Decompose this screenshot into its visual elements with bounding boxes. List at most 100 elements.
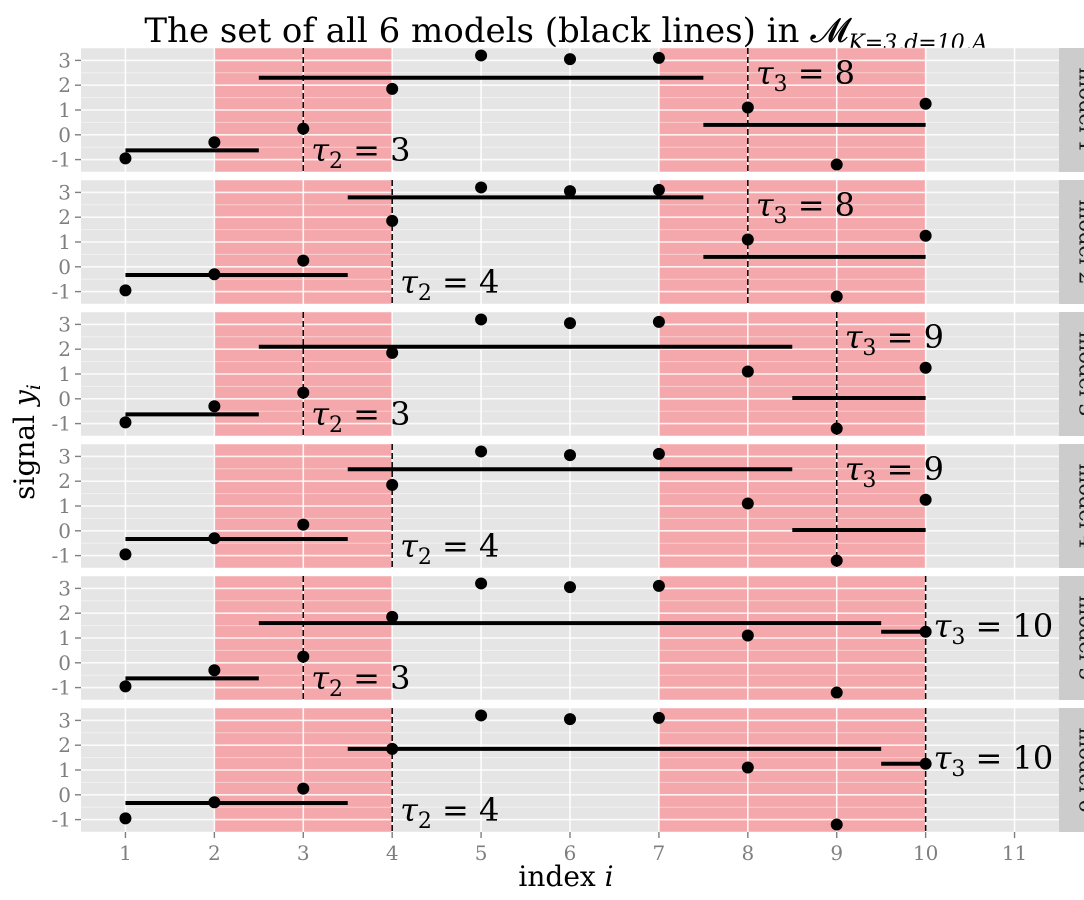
x-tick-label: 10 — [913, 841, 938, 865]
x-tick-label: 11 — [1002, 841, 1027, 865]
data-point — [830, 422, 843, 435]
facet-strip-label: model 4 — [1075, 463, 1084, 548]
tau3-annotation: τ3 = 10 — [934, 739, 1054, 782]
data-point — [208, 532, 221, 545]
y-tick-label: -1 — [52, 148, 71, 172]
gridlines — [81, 179, 1059, 305]
facet-strip — [1059, 444, 1084, 568]
y-tick-label: 2 — [58, 337, 71, 361]
data-point — [564, 185, 576, 198]
tau3-annotation: τ3 = 9 — [845, 318, 944, 361]
data-point — [297, 386, 310, 399]
facet-strip — [1059, 180, 1084, 304]
y-tick-label: 0 — [58, 255, 71, 279]
tau2-annotation: τ2 = 4 — [400, 527, 499, 570]
y-tick-label: 2 — [58, 733, 71, 757]
tau2-annotation: τ2 = 4 — [400, 263, 499, 306]
y-tick-label: 3 — [58, 444, 71, 468]
x-axis: 1 2 3 4 5 6 7 8 9 10 11 — [119, 832, 1027, 865]
x-tick-label: 8 — [741, 841, 754, 865]
data-point — [564, 449, 576, 462]
data-point — [475, 313, 488, 326]
facet-strip-label: model 2 — [1075, 199, 1084, 284]
x-tick-label: 6 — [564, 841, 577, 865]
facet-strip — [1059, 312, 1084, 436]
data-point — [564, 713, 576, 726]
data-point — [119, 416, 132, 429]
y-tick-label: -1 — [52, 280, 71, 304]
y-tick-label: 1 — [58, 758, 71, 782]
data-point — [652, 315, 665, 328]
data-point — [919, 97, 932, 110]
y-tick-label: -1 — [52, 676, 71, 700]
facet-strip — [1059, 576, 1084, 700]
data-point — [919, 361, 932, 374]
facet-strip — [1059, 48, 1084, 172]
data-point — [652, 447, 665, 460]
x-tick-label: 4 — [386, 841, 399, 865]
data-point — [297, 518, 310, 531]
y-tick-label: 3 — [58, 708, 71, 732]
tau3-annotation: τ3 = 8 — [756, 186, 855, 229]
tau2-annotation: τ2 = 4 — [400, 791, 499, 834]
y-tick-label: 3 — [58, 48, 71, 72]
data-point — [652, 183, 665, 196]
data-point — [386, 742, 399, 755]
data-point — [297, 650, 310, 663]
tau2-annotation: τ2 = 3 — [311, 131, 410, 174]
x-tick-label: 2 — [208, 841, 221, 865]
x-tick-label: 5 — [475, 841, 488, 865]
y-tick-label: 3 — [58, 180, 71, 204]
data-point — [741, 629, 754, 642]
x-tick-label: 3 — [297, 841, 310, 865]
data-point — [208, 664, 221, 677]
facet-strip-label: model 1 — [1075, 67, 1084, 152]
data-point — [119, 812, 132, 825]
y-tick-label: 3 — [58, 576, 71, 600]
data-point — [297, 254, 310, 267]
data-point — [564, 53, 576, 66]
data-point — [741, 101, 754, 114]
data-point — [652, 579, 665, 592]
facet-strip-label: model 6 — [1075, 727, 1084, 812]
tau3-annotation: τ3 = 9 — [845, 450, 944, 493]
tau3-annotation: τ3 = 8 — [756, 54, 855, 97]
data-point — [386, 346, 399, 359]
data-point — [830, 290, 843, 303]
gridlines — [81, 443, 1059, 569]
y-tick-label: 1 — [58, 98, 71, 122]
data-point — [564, 581, 576, 594]
data-point — [830, 686, 843, 699]
data-point — [741, 365, 754, 378]
data-point — [475, 577, 488, 590]
data-point — [652, 711, 665, 724]
data-point — [475, 709, 488, 722]
y-tick-label: -1 — [52, 808, 71, 832]
facet-strip-label: model 3 — [1075, 331, 1084, 416]
y-tick-label: 1 — [58, 494, 71, 518]
x-axis-title: index i — [518, 860, 613, 893]
y-tick-label: 2 — [58, 469, 71, 493]
data-point — [386, 214, 399, 227]
data-point — [386, 610, 399, 623]
y-tick-label: -1 — [52, 412, 71, 436]
data-point — [297, 782, 310, 795]
y-tick-label: 0 — [58, 519, 71, 543]
data-point — [119, 680, 132, 693]
facet-strip — [1059, 708, 1084, 832]
y-tick-label: 2 — [58, 205, 71, 229]
data-point — [741, 233, 754, 246]
data-point — [475, 49, 488, 62]
data-point — [119, 152, 132, 165]
data-point — [208, 136, 221, 149]
data-point — [386, 82, 399, 95]
data-point — [919, 757, 932, 770]
data-point — [119, 548, 132, 561]
data-point — [208, 268, 221, 281]
chart-title: The set of all 6 models (black lines) in… — [144, 11, 987, 56]
data-point — [208, 796, 221, 809]
data-point — [830, 158, 843, 171]
data-point — [830, 554, 843, 567]
